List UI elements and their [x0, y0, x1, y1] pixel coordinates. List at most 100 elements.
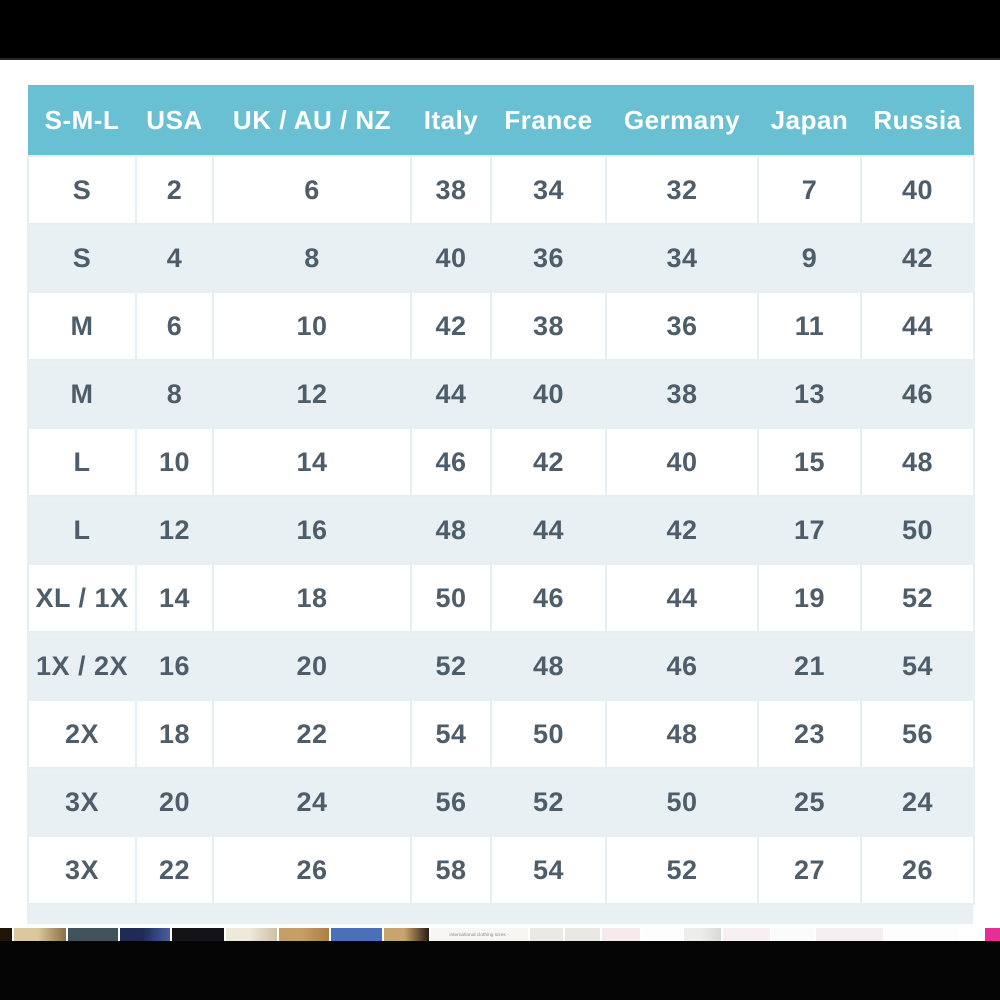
table-cell: M — [27, 359, 137, 429]
table-cell: 40 — [860, 155, 975, 225]
table-cell: 13 — [757, 359, 862, 429]
column-header-japan: Japan — [758, 85, 861, 156]
table-cell: 46 — [490, 563, 607, 633]
column-header-sml: S-M-L — [28, 85, 136, 156]
table-cell: L — [27, 495, 137, 565]
table-row: M 8 12 44 40 38 13 46 — [27, 359, 975, 429]
table-cell: 11 — [757, 291, 862, 361]
related-image-thumbnail[interactable]: international clothing sizes - — [431, 928, 528, 941]
related-image-thumbnail[interactable] — [885, 928, 959, 941]
table-cell: 17 — [757, 495, 862, 565]
table-cell: 38 — [410, 155, 492, 225]
table-cell: 22 — [135, 835, 214, 905]
table-cell: 42 — [410, 291, 492, 361]
table-cell: 52 — [410, 631, 492, 701]
table-row: S 2 6 38 34 32 7 40 — [27, 155, 975, 225]
table-cell: 42 — [605, 495, 759, 565]
related-image-thumbnail[interactable] — [172, 928, 224, 941]
column-header-uk-au-nz: UK / AU / NZ — [213, 85, 411, 156]
table-cell: 8 — [135, 359, 214, 429]
related-image-thumbnail[interactable] — [565, 928, 600, 941]
table-cell: 32 — [605, 155, 759, 225]
table-cell: 58 — [410, 835, 492, 905]
table-row: L 10 14 46 42 40 15 48 — [27, 427, 975, 497]
table-cell: 48 — [490, 631, 607, 701]
related-image-thumbnail[interactable] — [723, 928, 770, 941]
table-cell: 50 — [605, 767, 759, 837]
related-image-thumbnail[interactable] — [384, 928, 429, 941]
related-image-thumbnail[interactable] — [684, 928, 721, 941]
table-cell: 54 — [860, 631, 975, 701]
column-header-russia: Russia — [861, 85, 974, 156]
related-image-thumbnail[interactable] — [642, 928, 682, 941]
thumbnail-caption: international clothing sizes - — [449, 932, 510, 937]
related-image-thumbnail[interactable] — [68, 928, 118, 941]
table-cell: 36 — [605, 291, 759, 361]
table-cell: 52 — [490, 767, 607, 837]
table-cell: 56 — [860, 699, 975, 769]
table-cell: 48 — [410, 495, 492, 565]
table-cell: 48 — [605, 699, 759, 769]
related-images-filmstrip: international clothing sizes - — [0, 928, 1000, 941]
table-cell: 6 — [212, 155, 412, 225]
table-cell: 46 — [605, 631, 759, 701]
related-image-thumbnail[interactable] — [985, 928, 1000, 941]
table-cell: 48 — [860, 427, 975, 497]
table-cell: 18 — [212, 563, 412, 633]
table-cell: S — [27, 223, 137, 293]
table-cell: 2 — [135, 155, 214, 225]
table-cell: 12 — [135, 495, 214, 565]
letterbox-top-bar — [0, 0, 1000, 60]
table-cell: 42 — [860, 223, 975, 293]
table-cell: 52 — [860, 563, 975, 633]
related-image-thumbnail[interactable] — [14, 928, 66, 941]
table-cell: 26 — [860, 835, 975, 905]
table-cell: 15 — [757, 427, 862, 497]
table-cell: 54 — [410, 699, 492, 769]
column-header-germany: Germany — [606, 85, 758, 156]
table-cell: 22 — [212, 699, 412, 769]
table-cell: 3X — [27, 767, 137, 837]
table-cell: 25 — [757, 767, 862, 837]
table-cell: 44 — [860, 291, 975, 361]
table-cell: 44 — [410, 359, 492, 429]
table-cell: 40 — [490, 359, 607, 429]
related-image-thumbnail[interactable] — [530, 928, 563, 941]
table-cell: 24 — [212, 767, 412, 837]
table-cell: 23 — [757, 699, 862, 769]
table-body: S 2 6 38 34 32 7 40 S 4 8 40 36 34 9 42 M 6 10 42 38 36 11 44 M 8… — [27, 155, 975, 905]
related-image-thumbnail[interactable] — [0, 928, 12, 941]
related-image-thumbnail[interactable] — [226, 928, 277, 941]
related-image-thumbnail[interactable] — [816, 928, 883, 941]
table-cell: 2X — [27, 699, 137, 769]
letterbox-bottom-bar — [0, 941, 1000, 1000]
table-cell: 8 — [212, 223, 412, 293]
clipped-next-table-row — [27, 905, 973, 924]
table-cell: 20 — [135, 767, 214, 837]
table-cell: 14 — [135, 563, 214, 633]
table-cell: 46 — [860, 359, 975, 429]
table-cell: 3X — [27, 835, 137, 905]
table-cell: M — [27, 291, 137, 361]
table-cell: 34 — [490, 155, 607, 225]
table-cell: 38 — [490, 291, 607, 361]
table-cell: 9 — [757, 223, 862, 293]
size-conversion-table: S-M-L USA UK / AU / NZ Italy France Germ… — [27, 85, 975, 905]
table-cell: 50 — [860, 495, 975, 565]
table-row: 3X 22 26 58 54 52 27 26 — [27, 835, 975, 905]
related-image-thumbnail[interactable] — [279, 928, 329, 941]
table-cell: 50 — [410, 563, 492, 633]
table-cell: 52 — [605, 835, 759, 905]
table-row: M 6 10 42 38 36 11 44 — [27, 291, 975, 361]
related-image-thumbnail[interactable] — [602, 928, 640, 941]
table-cell: 10 — [135, 427, 214, 497]
table-row: S 4 8 40 36 34 9 42 — [27, 223, 975, 293]
table-cell: S — [27, 155, 137, 225]
column-header-france: France — [491, 85, 606, 156]
table-cell: 16 — [212, 495, 412, 565]
table-cell: 54 — [490, 835, 607, 905]
related-image-thumbnail[interactable] — [772, 928, 814, 941]
column-header-italy: Italy — [411, 85, 491, 156]
related-image-thumbnail[interactable] — [120, 928, 170, 941]
related-image-thumbnail[interactable] — [331, 928, 382, 941]
